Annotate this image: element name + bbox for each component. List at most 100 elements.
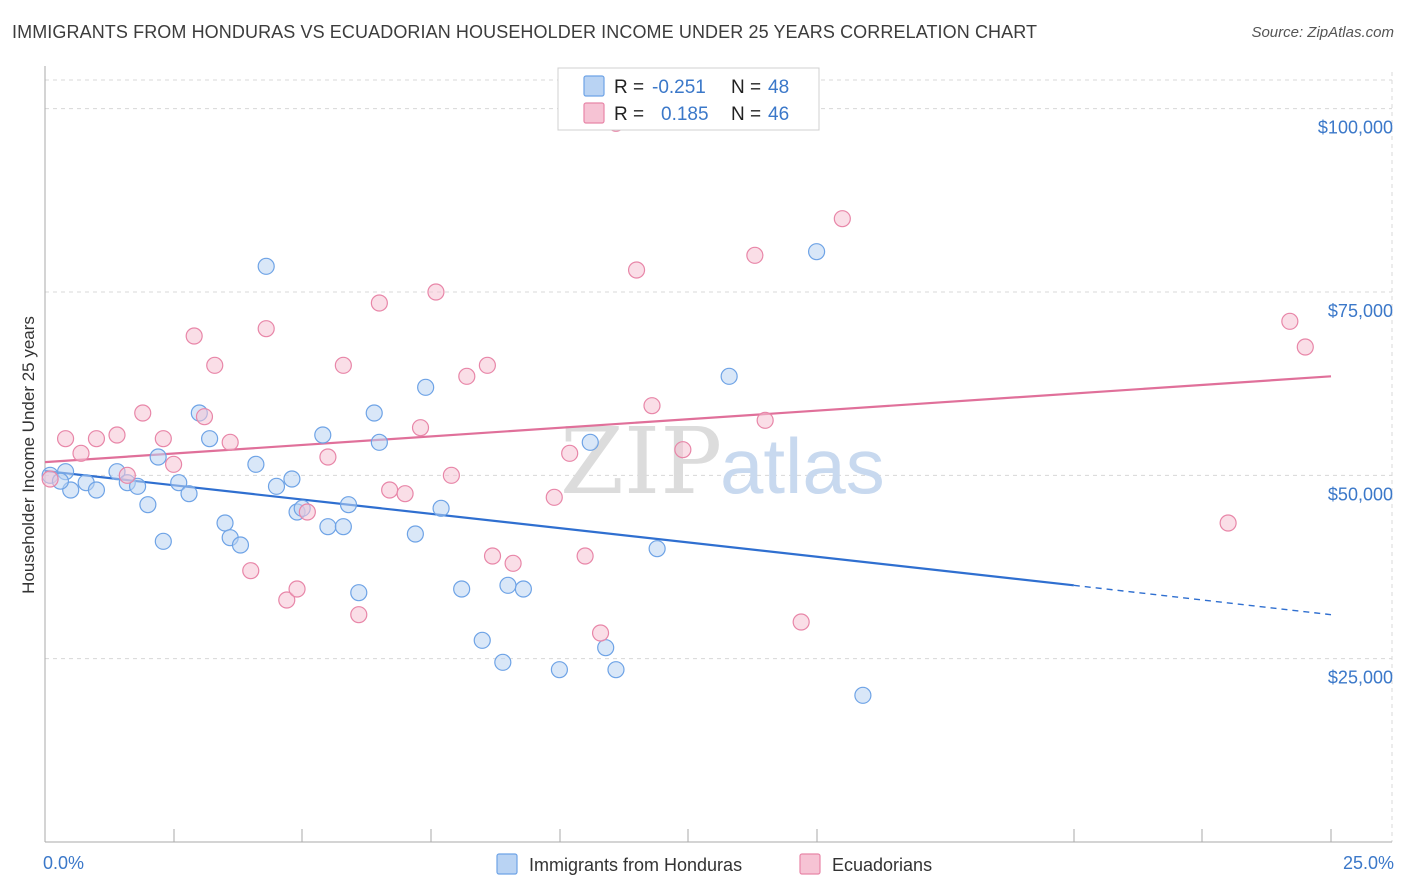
y-tick-label: $25,000 — [1328, 668, 1393, 688]
ecuadorian-point — [134, 404, 152, 422]
ecuadorian-point — [1296, 338, 1314, 356]
ecuadorian-point — [591, 624, 610, 642]
x-tick-label-start: 0.0% — [43, 853, 84, 873]
honduras-point — [334, 518, 352, 536]
honduras-point — [648, 540, 666, 558]
ecuadorian-point — [504, 554, 522, 572]
honduras-point — [406, 525, 424, 543]
honduras-point — [453, 580, 471, 598]
ecuadorian-point — [792, 613, 810, 631]
honduras-point — [514, 580, 532, 598]
honduras-point — [231, 536, 250, 554]
ecuadorian-point — [108, 426, 126, 444]
legend-n-value-ecuadorians: 46 — [768, 104, 789, 125]
ecuadorian-point — [257, 320, 275, 338]
ecuadorian-point — [41, 470, 59, 488]
ecuadorian-point — [118, 466, 136, 484]
legend-r-value-honduras: -0.251 — [652, 77, 706, 98]
ecuadorian-trend-line — [44, 375, 1332, 464]
ecuadorian-point — [483, 547, 502, 565]
honduras-point — [499, 576, 517, 594]
ecuadorian-point — [746, 246, 764, 264]
honduras-point — [180, 485, 198, 503]
ecuadorian-point — [370, 294, 388, 312]
honduras-point — [257, 257, 275, 275]
legend-n-label-honduras: N = — [731, 77, 761, 98]
honduras-point — [365, 404, 383, 422]
honduras-point — [283, 470, 301, 488]
tick-labels: $25,000 $50,000 $75,000 $100,000 0.0% 25.0% — [43, 118, 1394, 873]
ecuadorian-point — [319, 448, 337, 466]
ecuadorian-point — [643, 397, 661, 415]
bottom-legend-label-ecuadorians: Ecuadorians — [832, 855, 932, 875]
honduras-point — [247, 455, 265, 473]
honduras-point — [314, 426, 332, 444]
ecuadorian-point — [396, 485, 414, 503]
honduras-point — [139, 496, 157, 514]
honduras-point — [417, 378, 435, 396]
trend-lines — [44, 375, 1332, 616]
watermark: ZIP atlas — [560, 408, 885, 515]
ecuadorian-point — [195, 408, 214, 426]
legend-r-label-honduras: R = — [614, 77, 644, 98]
honduras-point — [201, 430, 219, 448]
y-axis-label: Householder Income Under 25 years — [19, 316, 38, 594]
ecuadorian-point — [674, 441, 692, 459]
ecuadorian-point — [756, 411, 774, 429]
honduras-point — [87, 481, 106, 499]
honduras-point — [319, 518, 337, 536]
honduras-point — [339, 496, 358, 514]
honduras-trend-extension — [1073, 584, 1332, 616]
ecuadorian-point — [458, 367, 476, 385]
honduras-point — [170, 474, 188, 492]
legend-swatch-honduras — [583, 75, 605, 97]
watermark-atlas: atlas — [720, 422, 885, 510]
ecuadorian-point — [350, 606, 368, 624]
ecuadorian-point — [206, 356, 224, 374]
ecuadorian-point — [1219, 514, 1237, 532]
honduras-point — [494, 653, 512, 671]
honduras-point — [216, 514, 234, 532]
honduras-point — [350, 584, 368, 602]
bottom-legend-label-honduras: Immigrants from Honduras — [529, 855, 742, 875]
legend-r-value-ecuadorians: 0.185 — [661, 104, 709, 125]
ecuadorian-point — [298, 503, 316, 521]
legend-r-label-ecuadorians: R = — [614, 104, 644, 125]
honduras-point — [149, 448, 167, 466]
ecuadorian-point — [278, 591, 296, 609]
legend-n-label-ecuadorians: N = — [731, 104, 761, 125]
honduras-point — [581, 433, 599, 451]
ecuadorian-point — [154, 430, 172, 448]
axes — [44, 66, 1392, 843]
ecuadorian-point — [221, 433, 239, 451]
ecuadorian-point — [165, 455, 183, 473]
ecuadorian-point — [381, 481, 399, 499]
honduras-point — [370, 433, 388, 451]
ecuadorian-point — [288, 580, 306, 598]
honduras-point — [267, 477, 286, 495]
ecuadorian-point — [427, 283, 445, 301]
legend-swatch-ecuadorians — [583, 102, 605, 124]
bottom-legend-swatch-honduras — [496, 853, 518, 875]
ecuadorian-point — [545, 488, 563, 506]
ecuadorian-point — [576, 547, 594, 565]
honduras-point — [597, 639, 615, 657]
honduras-point — [607, 661, 625, 679]
bottom-legend-swatch-ecuadorians — [799, 853, 821, 875]
ecuadorian-point — [185, 327, 203, 345]
series-legend: Immigrants from Honduras Ecuadorians — [496, 853, 932, 875]
honduras-point — [807, 243, 826, 261]
legend-n-value-honduras: 48 — [768, 77, 789, 98]
ecuadorian-point — [242, 562, 260, 580]
ecuadorian-point — [833, 210, 851, 228]
ecuadorian-point — [334, 356, 352, 374]
honduras-point — [720, 367, 738, 385]
ecuadorian-point — [561, 444, 579, 462]
y-tick-label: $100,000 — [1318, 118, 1393, 138]
honduras-point — [432, 499, 450, 517]
honduras-trend-line — [44, 469, 1074, 587]
honduras-point — [154, 532, 172, 550]
ecuadorian-point — [1281, 312, 1299, 330]
ecuadorian-point — [56, 430, 75, 448]
